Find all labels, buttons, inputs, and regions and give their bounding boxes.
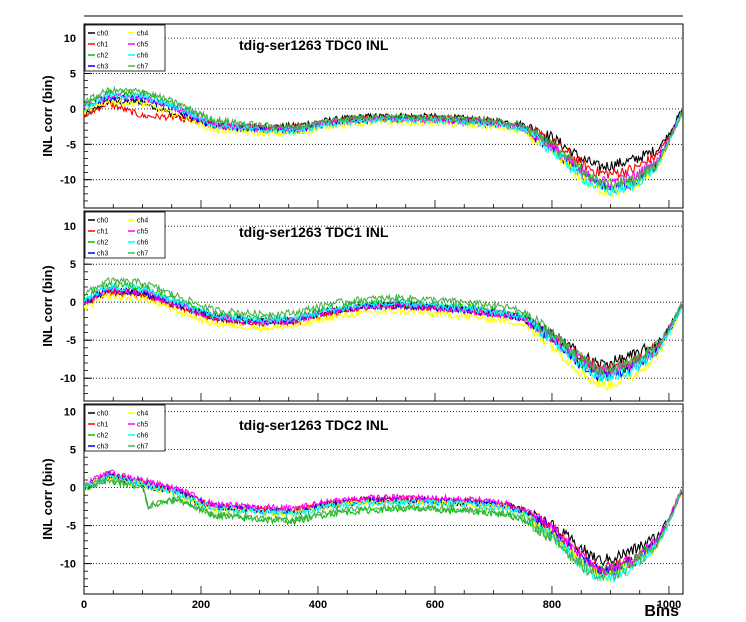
series-ch6-line [84, 90, 683, 197]
y-tick-label: -5 [66, 139, 76, 151]
x-tick-label: 600 [426, 599, 444, 611]
y-tick-label: -5 [66, 521, 76, 533]
legend-label-ch5: ch5 [137, 422, 148, 429]
legend-box [84, 404, 166, 452]
y-tick-label: -5 [66, 335, 76, 347]
x-tick-label: 0 [81, 599, 87, 611]
y-tick-label: 10 [64, 407, 76, 419]
legend-label-ch3: ch3 [97, 251, 108, 258]
legend: ch0 ch1 ch2 ch3 ch4 ch5 ch6 ch7 [84, 24, 166, 72]
series-ch0-line [84, 97, 683, 172]
panel-title: tdig-ser1263 TDC0 INL [239, 37, 389, 53]
legend-label-ch7: ch7 [137, 251, 148, 258]
series-group [84, 469, 683, 584]
y-tick-label: 5 [70, 69, 76, 81]
legend-label-ch6: ch6 [137, 433, 148, 440]
legend-label-ch1: ch1 [97, 229, 108, 236]
x-tick-label: 200 [192, 599, 210, 611]
series-ch7-line [84, 477, 683, 582]
y-tick-label: 10 [64, 33, 76, 45]
legend-label-ch2: ch2 [97, 53, 108, 60]
x-tick-label: 800 [543, 599, 561, 611]
legend-label-ch7: ch7 [137, 444, 148, 451]
y-tick-label: 5 [70, 445, 76, 457]
y-axis-label: INL corr (bin) [40, 75, 55, 156]
x-tick-label: 1000 [657, 599, 681, 611]
series-group [84, 276, 683, 392]
legend-label-ch5: ch5 [137, 42, 148, 49]
legend-label-ch3: ch3 [97, 444, 108, 451]
legend-label-ch0: ch0 [97, 31, 108, 38]
series-ch7-line [84, 85, 683, 191]
chart-panel-0: 10 5 0 -5 -10 ch0 ch1 ch2 ch3 ch4 ch5 ch6 ch7 tdig-se… [40, 23, 684, 209]
legend-label-ch0: ch0 [97, 218, 108, 225]
x-tick-label: 400 [309, 599, 327, 611]
legend-label-ch1: ch1 [97, 422, 108, 429]
y-tick-label: 5 [70, 259, 76, 271]
chart-panel-1: 10 5 0 -5 -10 ch0 ch1 ch2 ch3 ch4 ch5 ch6 ch7 tdig-se… [40, 210, 684, 402]
legend-label-ch7: ch7 [137, 64, 148, 71]
series-ch7-line [84, 276, 683, 375]
y-tick-label: 0 [70, 483, 76, 495]
series-ch4-line [84, 292, 683, 392]
legend-label-ch3: ch3 [97, 64, 108, 71]
y-tick-label: 10 [64, 221, 76, 233]
legend-box [84, 24, 166, 72]
legend-label-ch6: ch6 [137, 53, 148, 60]
series-ch6-line [84, 472, 683, 583]
y-tick-label: -10 [60, 175, 76, 187]
legend-box [84, 211, 166, 259]
legend-label-ch4: ch4 [137, 411, 148, 418]
y-tick-label: 0 [70, 297, 76, 309]
y-tick-label: -10 [60, 373, 76, 385]
panel-title: tdig-ser1263 TDC1 INL [239, 224, 389, 240]
legend-label-ch4: ch4 [137, 31, 148, 38]
x-axis-label: Bins [644, 603, 679, 620]
legend-label-ch0: ch0 [97, 411, 108, 418]
legend-label-ch5: ch5 [137, 229, 148, 236]
legend: ch0 ch1 ch2 ch3 ch4 ch5 ch6 ch7 [84, 404, 166, 452]
y-tick-label: 0 [70, 104, 76, 116]
panel-title: tdig-ser1263 TDC2 INL [239, 417, 389, 433]
y-axis-label: INL corr (bin) [40, 458, 55, 539]
legend: ch0 ch1 ch2 ch3 ch4 ch5 ch6 ch7 [84, 211, 166, 259]
series-group [84, 85, 683, 198]
legend-label-ch4: ch4 [137, 218, 148, 225]
legend-label-ch6: ch6 [137, 240, 148, 247]
y-axis-label: INL corr (bin) [40, 265, 55, 346]
series-ch5-line [84, 469, 683, 576]
y-tick-label: -10 [60, 559, 76, 571]
legend-label-ch1: ch1 [97, 42, 108, 49]
legend-label-ch2: ch2 [97, 240, 108, 247]
legend-label-ch2: ch2 [97, 433, 108, 440]
